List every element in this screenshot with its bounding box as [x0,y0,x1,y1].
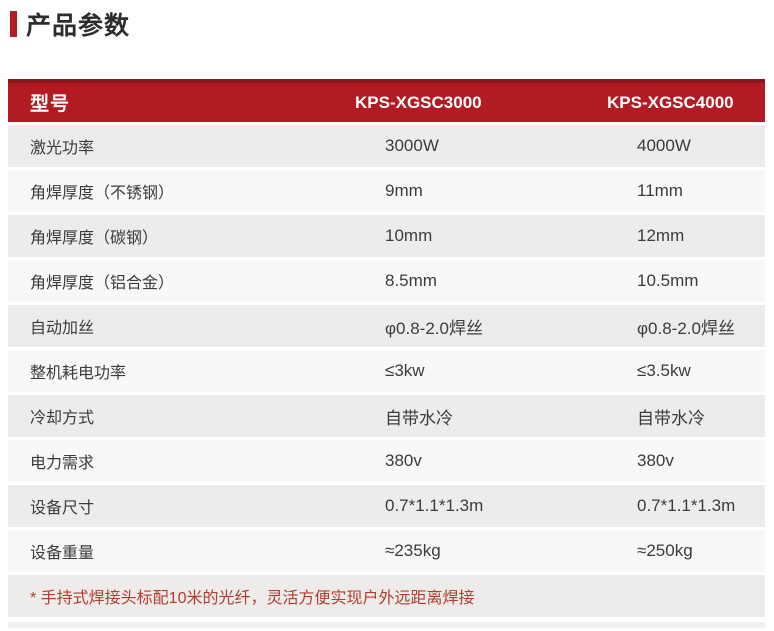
table-row: 冷却方式 自带水冷 自带水冷 [8,395,765,437]
table-header-row: 型号 KPS-XGSC3000 KPS-XGSC4000 [8,79,765,122]
table-footnote: * 手持式焊接头标配10米的光纤，灵活方便实现户外远距离焊接 [8,575,765,617]
row-label: 设备尺寸 [30,500,95,517]
table-row: 电力需求 380v 380v [8,440,765,482]
row-value-col1: 3000W [385,136,439,155]
row-value-col2: ≈250kg [637,541,693,560]
header-column-2-text: KPS-XGSC4000 [607,92,734,112]
row-value-col1: φ0.8-2.0焊丝 [385,318,483,338]
title-accent-bar [10,11,17,37]
header-column-1: KPS-XGSC3000 [355,93,637,113]
header-column-1-text: KPS-XGSC3000 [355,92,482,112]
row-label: 角焊厚度（铝合金） [30,275,175,292]
row-value-col2: 4000W [637,136,691,155]
spec-table: 型号 KPS-XGSC3000 KPS-XGSC4000 激光功率 3000W … [8,79,765,628]
row-value-col2: 11mm [637,181,683,200]
row-label: 整机耗电功率 [30,365,127,382]
row-value-col1: 0.7*1.1*1.3m [385,496,484,515]
row-label: 冷却方式 [30,410,95,427]
row-label: 角焊厚度（不锈钢） [30,185,175,202]
table-row: 设备重量 ≈235kg ≈250kg [8,530,765,572]
table-row: 角焊厚度（碳钢） 10mm 12mm [8,215,765,257]
page-title: 产品参数 [10,9,774,40]
row-value-col1: ≤3kw [385,361,425,380]
row-value-col1: 380v [385,451,422,470]
header-model-label: 型号 [30,94,71,115]
row-value-col2: 380v [637,451,674,470]
table-row: 角焊厚度（不锈钢） 9mm 11mm [8,170,765,212]
footnote-text: * 手持式焊接头标配10米的光纤，灵活方便实现户外远距离焊接 [30,590,475,607]
table-body: 激光功率 3000W 4000W 角焊厚度（不锈钢） 9mm 11mm 角焊厚度… [8,125,765,572]
row-value-col1: 10mm [385,226,433,245]
row-value-col1: 8.5mm [385,271,437,290]
table-row: 角焊厚度（铝合金） 8.5mm 10.5mm [8,260,765,302]
row-value-col1: 9mm [385,181,423,200]
table-row: 整机耗电功率 ≤3kw ≤3.5kw [8,350,765,392]
row-value-col1: 自带水冷 [385,408,453,428]
table-row: 激光功率 3000W 4000W [8,125,765,167]
row-value-col2: ≤3.5kw [637,361,691,380]
row-value-col2: φ0.8-2.0焊丝 [637,318,735,338]
row-value-col2: 自带水冷 [637,408,705,428]
row-value-col2: 12mm [637,226,685,245]
row-label: 激光功率 [30,140,95,157]
row-value-col2: 10.5mm [637,271,699,290]
row-label: 设备重量 [30,545,95,562]
row-value-col1: ≈235kg [385,541,441,560]
table-row: 自动加丝 φ0.8-2.0焊丝 φ0.8-2.0焊丝 [8,305,765,347]
row-label: 电力需求 [30,455,95,472]
row-value-col2: 0.7*1.1*1.3m [637,496,736,515]
header-column-2: KPS-XGSC4000 [607,93,765,113]
row-label: 角焊厚度（碳钢） [30,230,159,247]
bottom-row-sliver [8,622,765,628]
table-row: 设备尺寸 0.7*1.1*1.3m 0.7*1.1*1.3m [8,485,765,527]
row-label: 自动加丝 [30,320,95,337]
page-title-text: 产品参数 [26,12,131,40]
